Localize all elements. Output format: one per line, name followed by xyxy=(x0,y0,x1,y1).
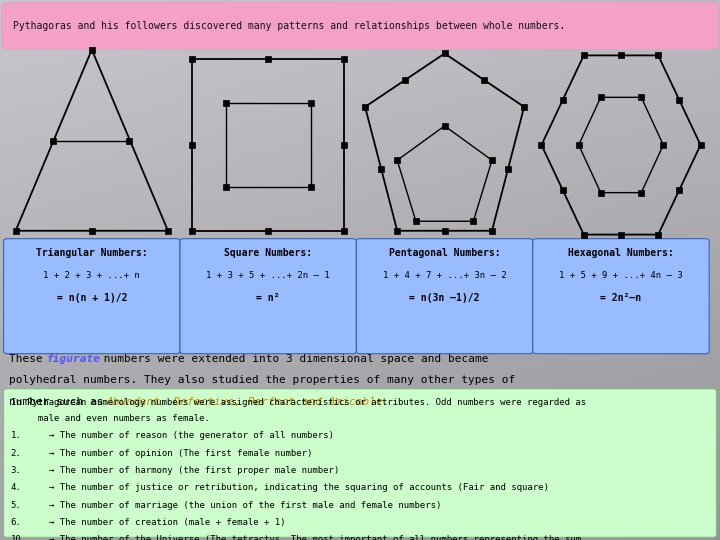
Text: Hexagonal Numbers:: Hexagonal Numbers: xyxy=(568,248,674,258)
Text: Pentagonal Numbers:: Pentagonal Numbers: xyxy=(389,248,500,258)
Text: male and even numbers as female.: male and even numbers as female. xyxy=(11,414,210,423)
Text: 1 + 2 + 3 + ...+ n: 1 + 2 + 3 + ...+ n xyxy=(43,271,140,280)
Text: polyhedral numbers. They also studied the properties of many other types of: polyhedral numbers. They also studied th… xyxy=(9,375,515,386)
Text: → The number of the Universe (The tetractys. The most important of all numbers r: → The number of the Universe (The tetrac… xyxy=(49,535,581,540)
FancyBboxPatch shape xyxy=(4,389,716,537)
Text: Abundant, Defective, Perfect and Amicable.: Abundant, Defective, Perfect and Amicabl… xyxy=(107,397,390,407)
FancyBboxPatch shape xyxy=(180,239,356,354)
Text: → The number of justice or retribution, indicating the squaring of accounts (Fai: → The number of justice or retribution, … xyxy=(49,483,549,492)
Text: = n(n + 1)/2: = n(n + 1)/2 xyxy=(57,293,127,303)
Text: → The number of marriage (the union of the first male and female numbers): → The number of marriage (the union of t… xyxy=(49,501,441,510)
Text: 4.: 4. xyxy=(11,483,22,492)
Text: → The number of opinion (The first female number): → The number of opinion (The first femal… xyxy=(49,449,312,458)
FancyBboxPatch shape xyxy=(1,2,719,50)
Text: 2.: 2. xyxy=(11,449,22,458)
FancyBboxPatch shape xyxy=(4,239,180,354)
Text: Pythagoras and his followers discovered many patterns and relationships between : Pythagoras and his followers discovered … xyxy=(13,21,565,31)
Text: figurate: figurate xyxy=(47,354,101,364)
FancyBboxPatch shape xyxy=(533,239,709,354)
Text: 6.: 6. xyxy=(11,518,22,527)
Text: = 2n²–n: = 2n²–n xyxy=(600,293,642,303)
Text: 1.: 1. xyxy=(11,431,22,441)
Text: = n(3n –1)/2: = n(3n –1)/2 xyxy=(410,293,480,303)
Text: In Pythagorean numerology numbers were assigned characteristics or attributes. O: In Pythagorean numerology numbers were a… xyxy=(11,398,586,407)
FancyBboxPatch shape xyxy=(356,239,533,354)
Text: = n²: = n² xyxy=(256,293,280,303)
Text: Square Numbers:: Square Numbers: xyxy=(224,248,312,258)
Text: → The number of reason (the generator of all numbers): → The number of reason (the generator of… xyxy=(49,431,334,441)
Text: numbers were extended into 3 dimensional space and became: numbers were extended into 3 dimensional… xyxy=(97,354,489,364)
Text: 10.: 10. xyxy=(11,535,27,540)
Text: number such as: number such as xyxy=(9,397,110,407)
Text: These: These xyxy=(9,354,49,364)
Text: 1 + 4 + 7 + ...+ 3n – 2: 1 + 4 + 7 + ...+ 3n – 2 xyxy=(383,271,506,280)
Text: 3.: 3. xyxy=(11,466,22,475)
Text: → The number of creation (male + female + 1): → The number of creation (male + female … xyxy=(49,518,285,527)
Text: 1 + 3 + 5 + ...+ 2n – 1: 1 + 3 + 5 + ...+ 2n – 1 xyxy=(207,271,330,280)
Text: 1 + 5 + 9 + ...+ 4n – 3: 1 + 5 + 9 + ...+ 4n – 3 xyxy=(559,271,683,280)
Text: → The number of harmony (the first proper male number): → The number of harmony (the first prope… xyxy=(49,466,339,475)
Text: 5.: 5. xyxy=(11,501,22,510)
Text: Triangular Numbers:: Triangular Numbers: xyxy=(36,248,148,258)
